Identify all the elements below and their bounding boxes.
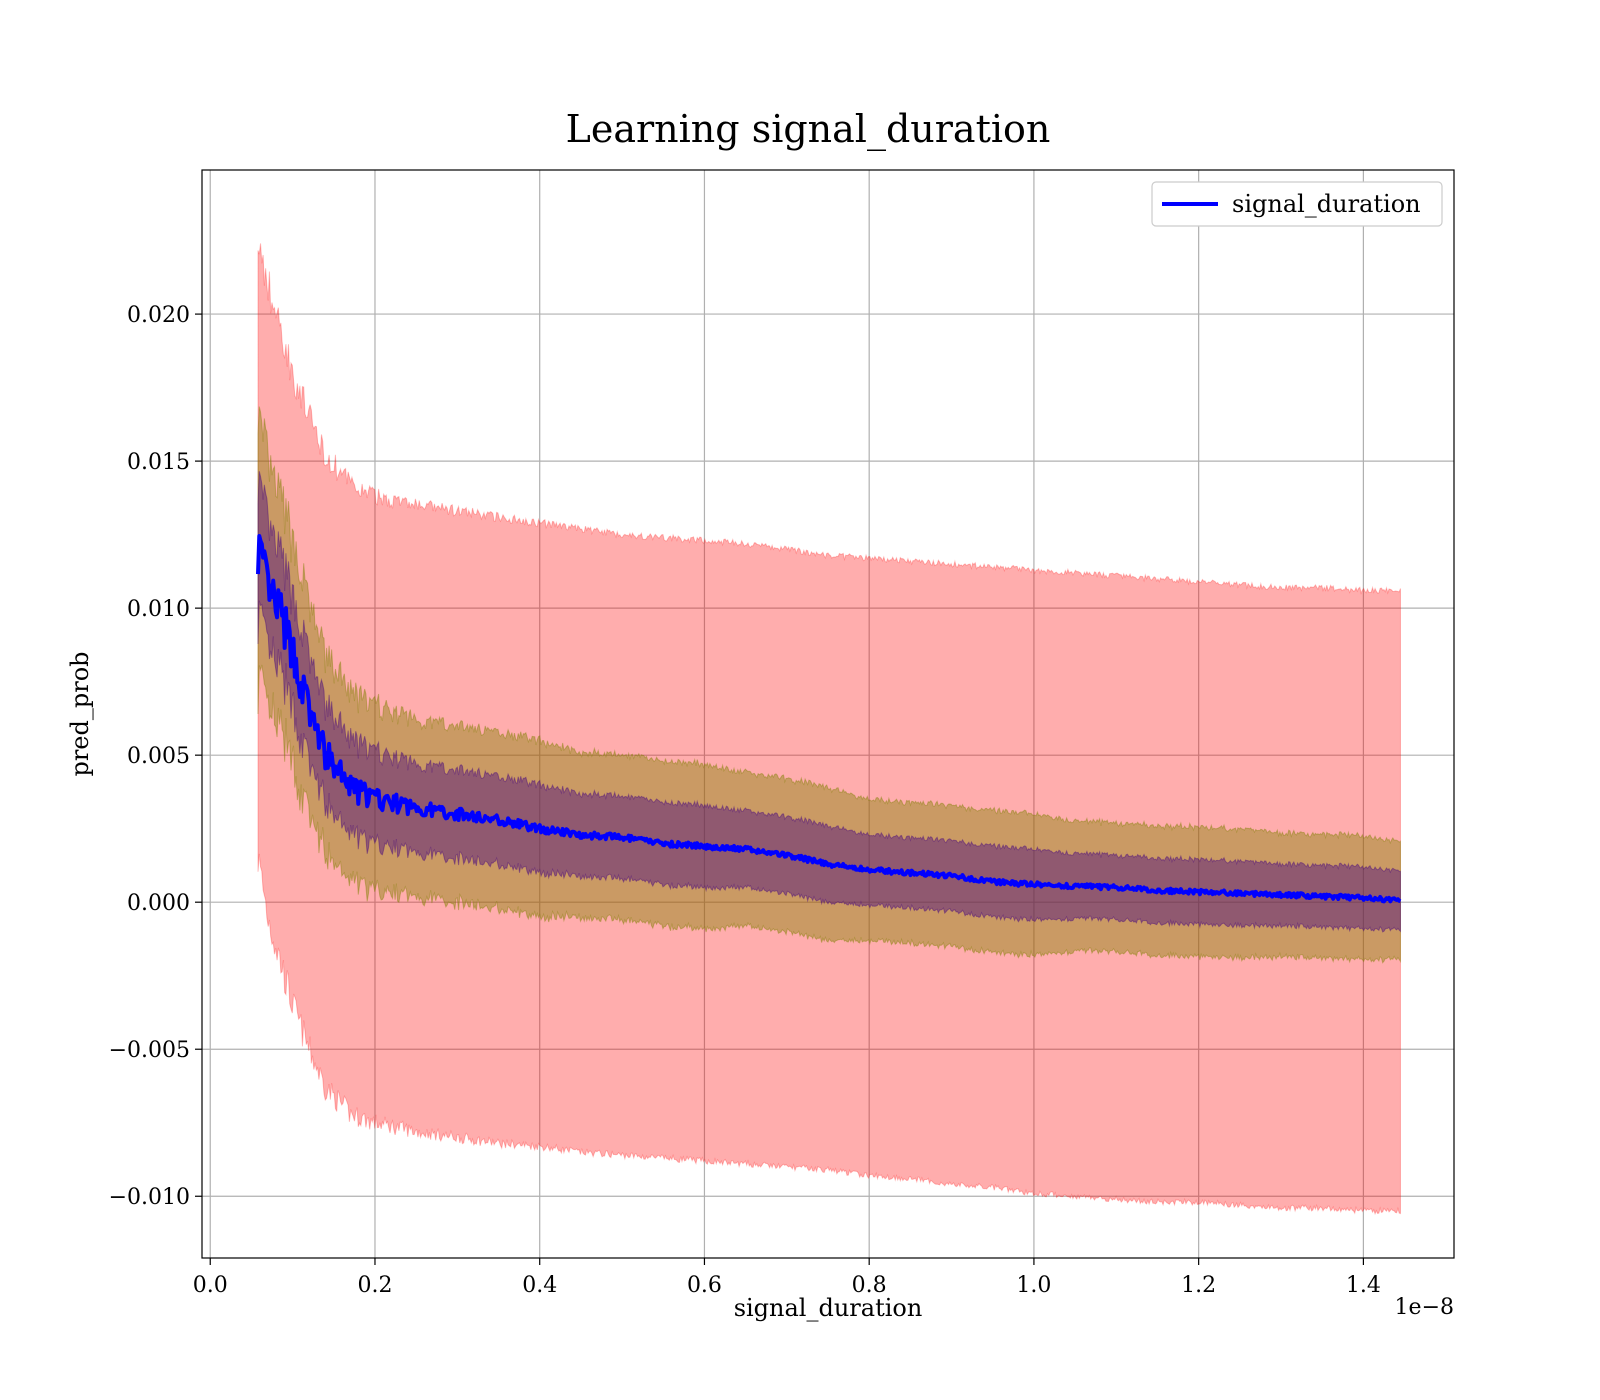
- y-tick-label: −0.010: [109, 1185, 190, 1210]
- band-2-sigma: [257, 406, 1401, 964]
- y-axis-label: pred_prob: [66, 651, 94, 776]
- x-tick-label: 0.2: [357, 1273, 392, 1298]
- grid: [202, 170, 1454, 1258]
- x-tick-label: 0.0: [193, 1273, 228, 1298]
- band-1-sigma: [257, 471, 1401, 933]
- y-tick-label: 0.000: [127, 891, 190, 916]
- band-3-sigma: [257, 243, 1401, 1216]
- y-axis-ticks: −0.010 −0.005 0.000 0.005 0.010 0.015 0.020: [109, 303, 202, 1210]
- x-tick-label: 1.4: [1346, 1273, 1381, 1298]
- chart-title: Learning signal_duration: [566, 107, 1051, 152]
- x-tick-label: 1.0: [1016, 1273, 1051, 1298]
- x-tick-label: 1.2: [1181, 1273, 1216, 1298]
- y-tick-label: −0.005: [109, 1038, 190, 1063]
- x-axis-ticks: 0.0 0.2 0.4 0.6 0.8 1.0 1.2 1.4: [193, 1258, 1381, 1298]
- legend: signal_duration: [1151, 181, 1443, 227]
- y-tick-label: 0.010: [127, 597, 190, 622]
- series-lines: [256, 534, 1402, 904]
- y-tick-label: 0.020: [127, 303, 190, 328]
- series-line-signal-duration: [256, 534, 1402, 904]
- x-tick-label: 0.6: [687, 1273, 722, 1298]
- confidence-bands: [257, 243, 1401, 1216]
- y-tick-label: 0.005: [127, 744, 190, 769]
- y-tick-label: 0.015: [127, 450, 190, 475]
- legend-box: [1151, 181, 1443, 227]
- legend-entry-label: signal_duration: [1232, 190, 1421, 218]
- plot-frame: [201, 169, 1455, 1259]
- x-axis-offset-label: 1e−8: [1395, 1295, 1454, 1320]
- x-axis-label: signal_duration: [734, 1294, 923, 1322]
- x-tick-label: 0.8: [852, 1273, 887, 1298]
- x-tick-label: 0.4: [522, 1273, 557, 1298]
